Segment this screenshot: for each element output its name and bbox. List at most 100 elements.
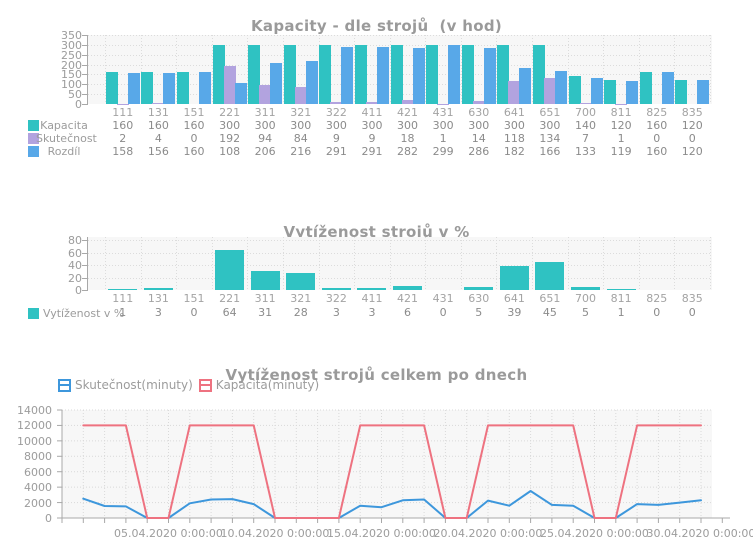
table-cell: 0: [688, 306, 696, 319]
table-cell: 0: [439, 306, 447, 319]
y-axis-label: 2000: [24, 496, 52, 510]
y-axis-label: 0: [75, 98, 82, 111]
bar: [401, 100, 414, 104]
bar: [286, 272, 316, 290]
bar: [390, 44, 403, 104]
bar: [141, 72, 154, 104]
gridline: [176, 35, 178, 104]
legend-swatch: [28, 308, 39, 319]
line-series-legend-icon: [198, 378, 212, 392]
table-cell: 3: [154, 306, 162, 319]
table-cell: 160: [183, 145, 205, 158]
table-cell: 31: [258, 306, 273, 319]
bar: [248, 44, 261, 104]
bar: [571, 286, 601, 290]
bar-group: [603, 35, 639, 104]
x-axis-label: 30.04.2020 0:00:00: [646, 527, 753, 540]
gridline: [88, 252, 712, 254]
table-cell: 630: [468, 292, 490, 305]
x-axis-label: 25.04.2020 0:00:00: [540, 527, 649, 540]
gridline: [354, 35, 356, 104]
y-axis-label: 6000: [24, 465, 52, 479]
table-row: 111 131 151 221 311 321 322 411 421 431 630 641 651 7…: [105, 292, 710, 305]
table-cell: 9: [368, 132, 376, 145]
y-axis-label: 150: [61, 68, 82, 82]
table-cell: 300: [325, 119, 347, 132]
bar: [330, 102, 343, 104]
bar: [176, 72, 189, 104]
table-cell: 2: [119, 132, 127, 145]
table-cell: 7: [582, 132, 590, 145]
table-cell: 0: [190, 132, 198, 145]
bar-group: [141, 237, 177, 290]
chart1-y-axis-line: [87, 35, 88, 105]
bar: [483, 47, 496, 104]
axis-tick: [82, 94, 87, 96]
table-cell: 300: [468, 119, 490, 132]
bar-group: [497, 35, 533, 104]
bar: [259, 85, 272, 104]
bar: [270, 63, 283, 104]
table-cell: 3: [332, 306, 340, 319]
bar: [554, 71, 567, 104]
bar-groups: [105, 35, 710, 104]
gridline: [532, 35, 534, 104]
table-cell: 700: [575, 106, 597, 119]
table-cell: 120: [681, 119, 703, 132]
line-series-legend-icon: [58, 378, 71, 392]
gridline: [638, 237, 640, 290]
axis-tick: [82, 252, 87, 254]
table-cell: 431: [432, 106, 454, 119]
table-cell: 322: [325, 292, 347, 305]
table-cell: 1: [119, 306, 127, 319]
chart1-title: Kapacity - dle strojů (v hod): [250, 17, 503, 36]
table-cell: 299: [432, 145, 454, 158]
legend-label: Skutečnost(minuty): [75, 378, 193, 392]
chart1-plot-area: [88, 35, 712, 104]
table-cell: 221: [219, 106, 241, 119]
bar: [212, 44, 225, 104]
table-cell: 641: [503, 292, 525, 305]
bar: [472, 101, 485, 104]
plot-background: [62, 410, 712, 518]
table-cell: 311: [254, 106, 276, 119]
bar-group: [461, 35, 497, 104]
y-axis-label: 80: [68, 234, 82, 247]
table-row: 158 156 160 108 206 216 291 291 282 299 286 182 166 1…: [105, 145, 710, 158]
gridline: [318, 237, 320, 290]
gridline: [710, 35, 711, 104]
table-cell: 39: [507, 306, 522, 319]
gridline: [389, 237, 391, 290]
x-axis-label: 15.04.2020 0:00:00: [327, 527, 436, 540]
axis-tick: [82, 104, 87, 105]
bar: [661, 72, 674, 104]
table-cell: 321: [290, 106, 312, 119]
bar-group: [639, 35, 675, 104]
table-cell: 84: [293, 132, 308, 145]
table-cell: 641: [503, 106, 525, 119]
table-cell: 300: [219, 119, 241, 132]
table-cell: 160: [646, 145, 668, 158]
table-cell: 300: [254, 119, 276, 132]
bar: [606, 289, 636, 290]
bar: [639, 72, 652, 104]
table-cell: 120: [610, 119, 632, 132]
gridline: [460, 237, 462, 290]
bar: [532, 44, 545, 104]
axis-tick: [82, 74, 87, 76]
bar-group: [247, 237, 283, 290]
bar: [357, 288, 387, 290]
bar-group: [141, 35, 177, 104]
gridline: [425, 237, 427, 290]
gridline: [247, 237, 249, 290]
table-cell: 300: [432, 119, 454, 132]
bar: [283, 44, 296, 104]
bar: [568, 76, 581, 104]
y-axis-label: 4000: [24, 481, 52, 495]
bar: [579, 102, 592, 104]
gridline: [176, 237, 178, 290]
gridline: [88, 265, 712, 266]
gridline: [105, 237, 106, 290]
y-axis-label: 14000: [17, 404, 52, 417]
